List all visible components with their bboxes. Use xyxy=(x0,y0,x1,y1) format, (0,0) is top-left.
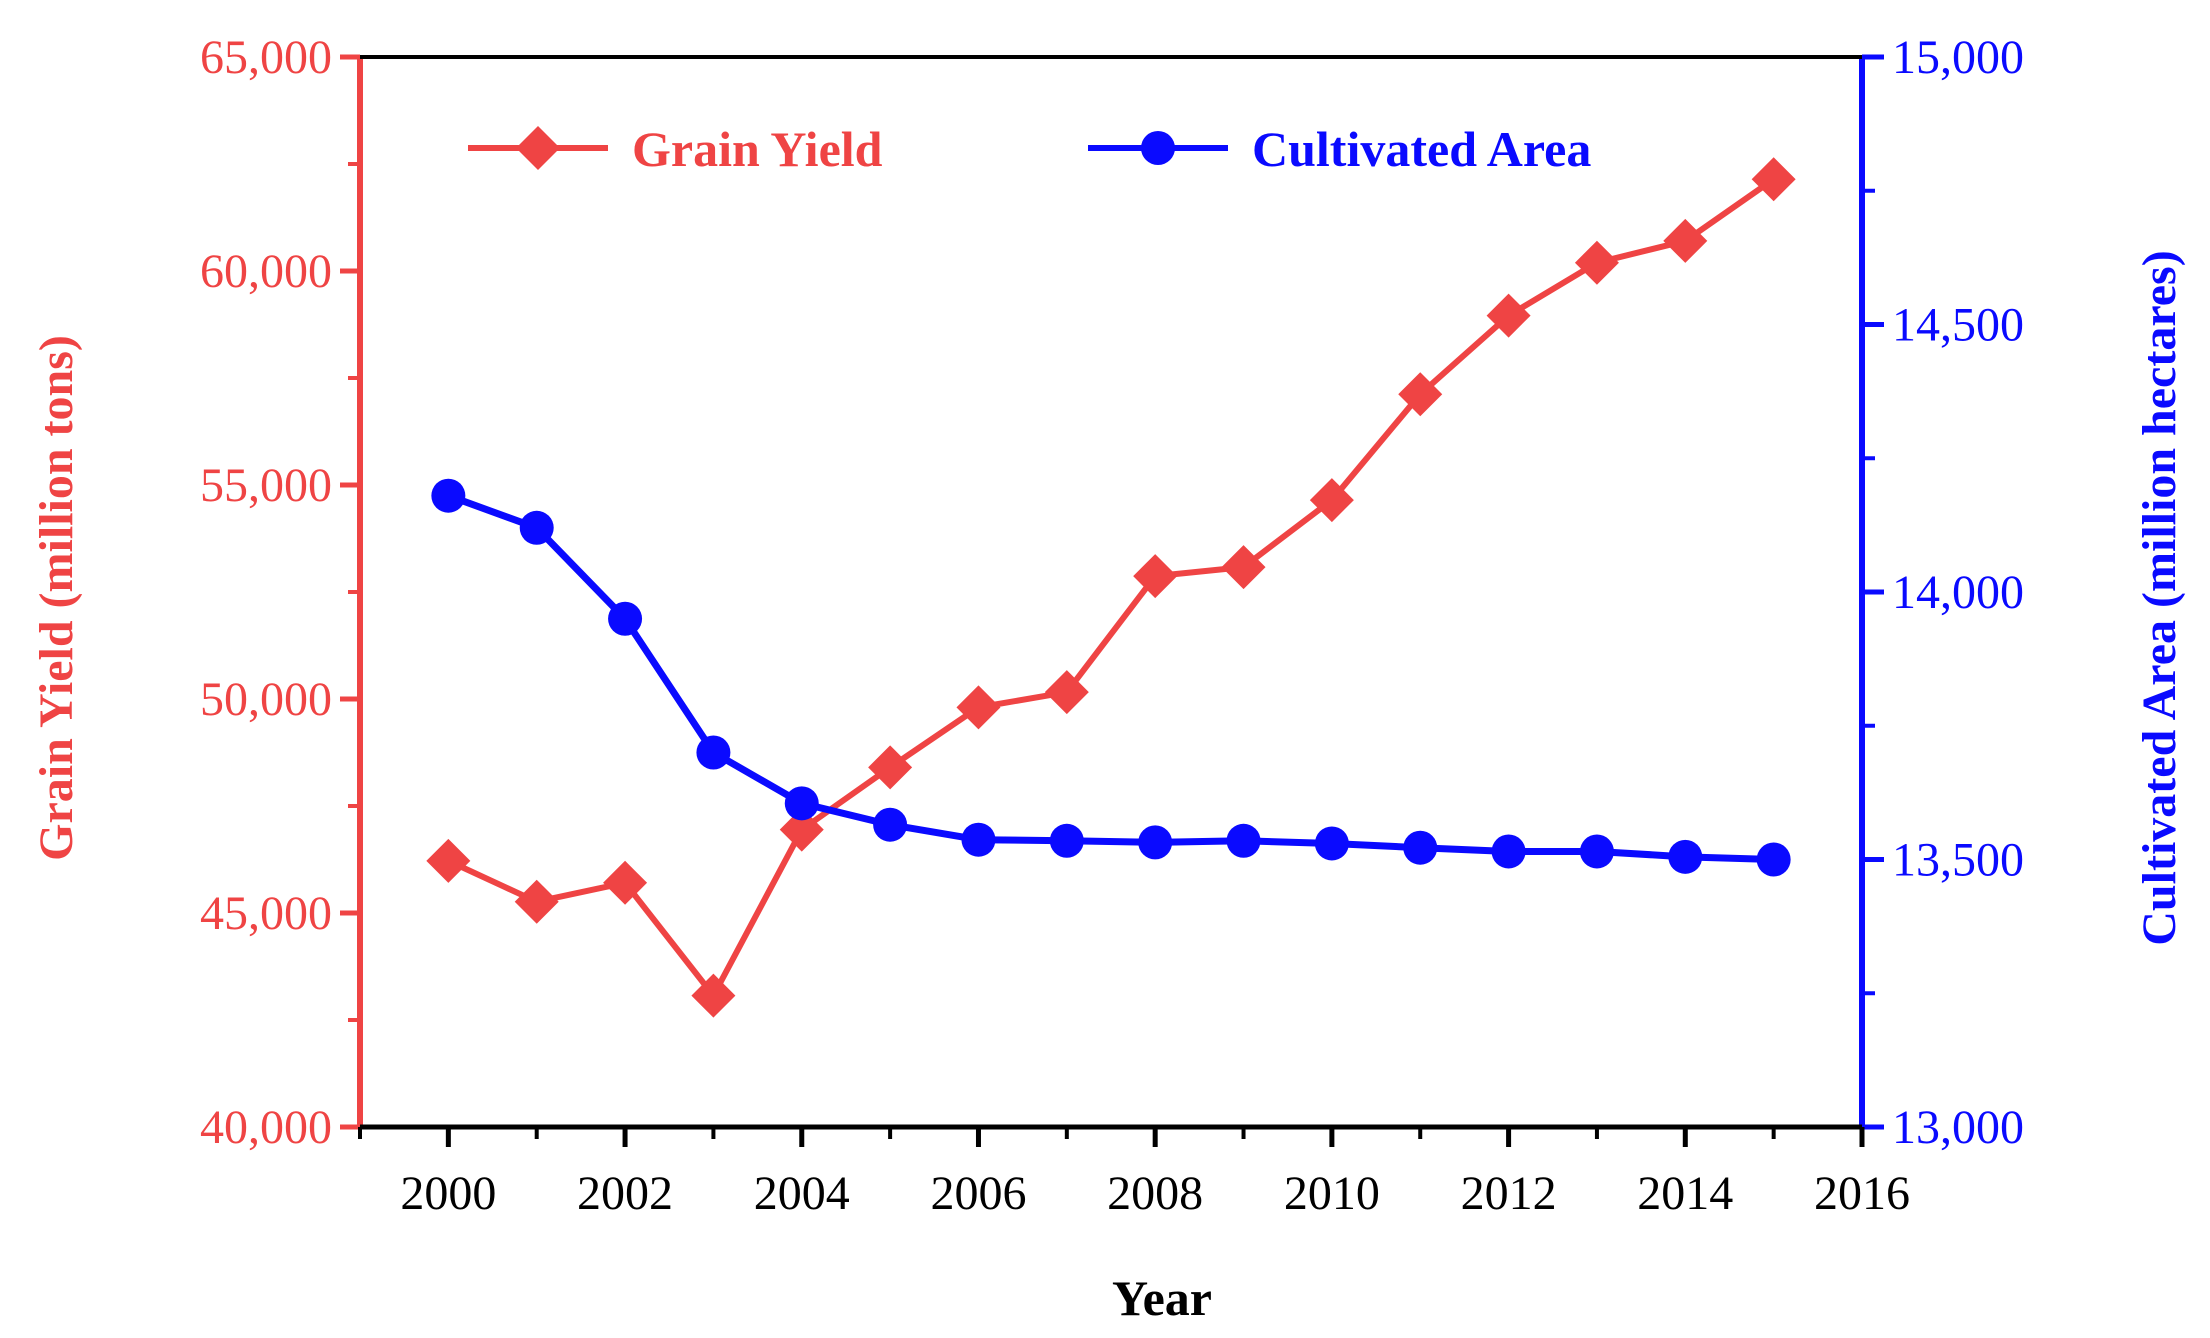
cultivated-area-point xyxy=(1668,839,1703,874)
legend: Grain Yield Cultivated Area xyxy=(468,121,1591,177)
cultivated-area-point xyxy=(784,786,819,821)
grain-yield-point xyxy=(1309,478,1354,523)
legend-grain-yield-label: Grain Yield xyxy=(632,121,883,177)
series-layer xyxy=(426,157,1796,1018)
grain-yield-point xyxy=(1398,372,1443,417)
grain-yield-point xyxy=(956,685,1001,730)
grain-yield-point xyxy=(1574,240,1619,285)
right-y-axis-title: Cultivated Area (million hectares) xyxy=(2133,250,2186,945)
legend-grain-yield-marker xyxy=(516,126,560,170)
cultivated-area-point xyxy=(608,601,643,636)
x-tick-label: 2016 xyxy=(1814,1167,1910,1220)
x-tick-label: 2000 xyxy=(400,1167,496,1220)
x-tick-label: 2014 xyxy=(1637,1167,1733,1220)
right-y-tick-label: 15,000 xyxy=(1892,31,2024,84)
legend-cultivated-area-label: Cultivated Area xyxy=(1252,121,1591,177)
x-axis-title: Year xyxy=(1112,1270,1212,1326)
x-tick-label: 2010 xyxy=(1284,1167,1380,1220)
grain-yield-point xyxy=(1133,554,1178,599)
cultivated-area-point xyxy=(1403,830,1438,865)
grain-yield-point xyxy=(779,807,824,852)
cultivated-area-point xyxy=(873,807,908,842)
right-y-tick-label: 13,000 xyxy=(1892,1101,2024,1154)
right-y-tick-label: 14,000 xyxy=(1892,566,2024,619)
x-tick-label: 2002 xyxy=(577,1167,673,1220)
cultivated-area-point xyxy=(1049,823,1084,858)
grain-yield-point xyxy=(691,973,736,1018)
cultivated-area-point xyxy=(1314,826,1349,861)
left-y-axis-title: Grain Yield (million tons) xyxy=(30,335,83,861)
series-grain-yield xyxy=(426,157,1796,1018)
grain-yield-point xyxy=(1044,670,1089,715)
cultivated-area-point xyxy=(696,735,731,770)
grain-yield-point xyxy=(514,879,559,924)
cultivated-area-point xyxy=(431,478,466,513)
left-y-tick-label: 50,000 xyxy=(200,673,332,726)
left-y-tick-label: 55,000 xyxy=(200,459,332,512)
left-y-tick-label: 65,000 xyxy=(200,31,332,84)
cultivated-area-point xyxy=(1226,823,1261,858)
cultivated-area-point xyxy=(1756,842,1791,877)
grain-yield-point xyxy=(426,838,471,883)
grain-yield-point xyxy=(1221,545,1266,590)
right-y-tick-label: 14,500 xyxy=(1892,299,2024,352)
legend-cultivated-area-marker xyxy=(1141,131,1175,165)
x-tick-label: 2008 xyxy=(1107,1167,1203,1220)
grain-yield-point xyxy=(868,745,913,790)
x-tick-label: 2004 xyxy=(754,1167,850,1220)
grain-yield-line xyxy=(447,176,1776,999)
x-tick-label: 2012 xyxy=(1461,1167,1557,1220)
grain-yield-point xyxy=(1486,293,1531,338)
grain-yield-point xyxy=(1663,218,1708,263)
cultivated-area-point xyxy=(961,822,996,857)
right-y-tick-label: 13,500 xyxy=(1892,834,2024,887)
cultivated-area-line xyxy=(447,492,1774,863)
grain-yield-point xyxy=(603,860,648,905)
left-y-tick-label: 40,000 xyxy=(200,1101,332,1154)
cultivated-area-point xyxy=(1138,825,1173,860)
left-y-tick-label: 60,000 xyxy=(200,245,332,298)
axes: 40,000 45,000 50,000 55,000 60,000 65,000 13,0… xyxy=(200,31,2024,1220)
series-cultivated-area xyxy=(431,478,1791,877)
x-tick-label: 2006 xyxy=(930,1167,1026,1220)
cultivated-area-point xyxy=(1579,834,1614,869)
cultivated-area-point xyxy=(519,510,554,545)
left-y-tick-label: 45,000 xyxy=(200,887,332,940)
grain-yield-point xyxy=(1751,157,1796,202)
cultivated-area-point xyxy=(1491,834,1526,869)
